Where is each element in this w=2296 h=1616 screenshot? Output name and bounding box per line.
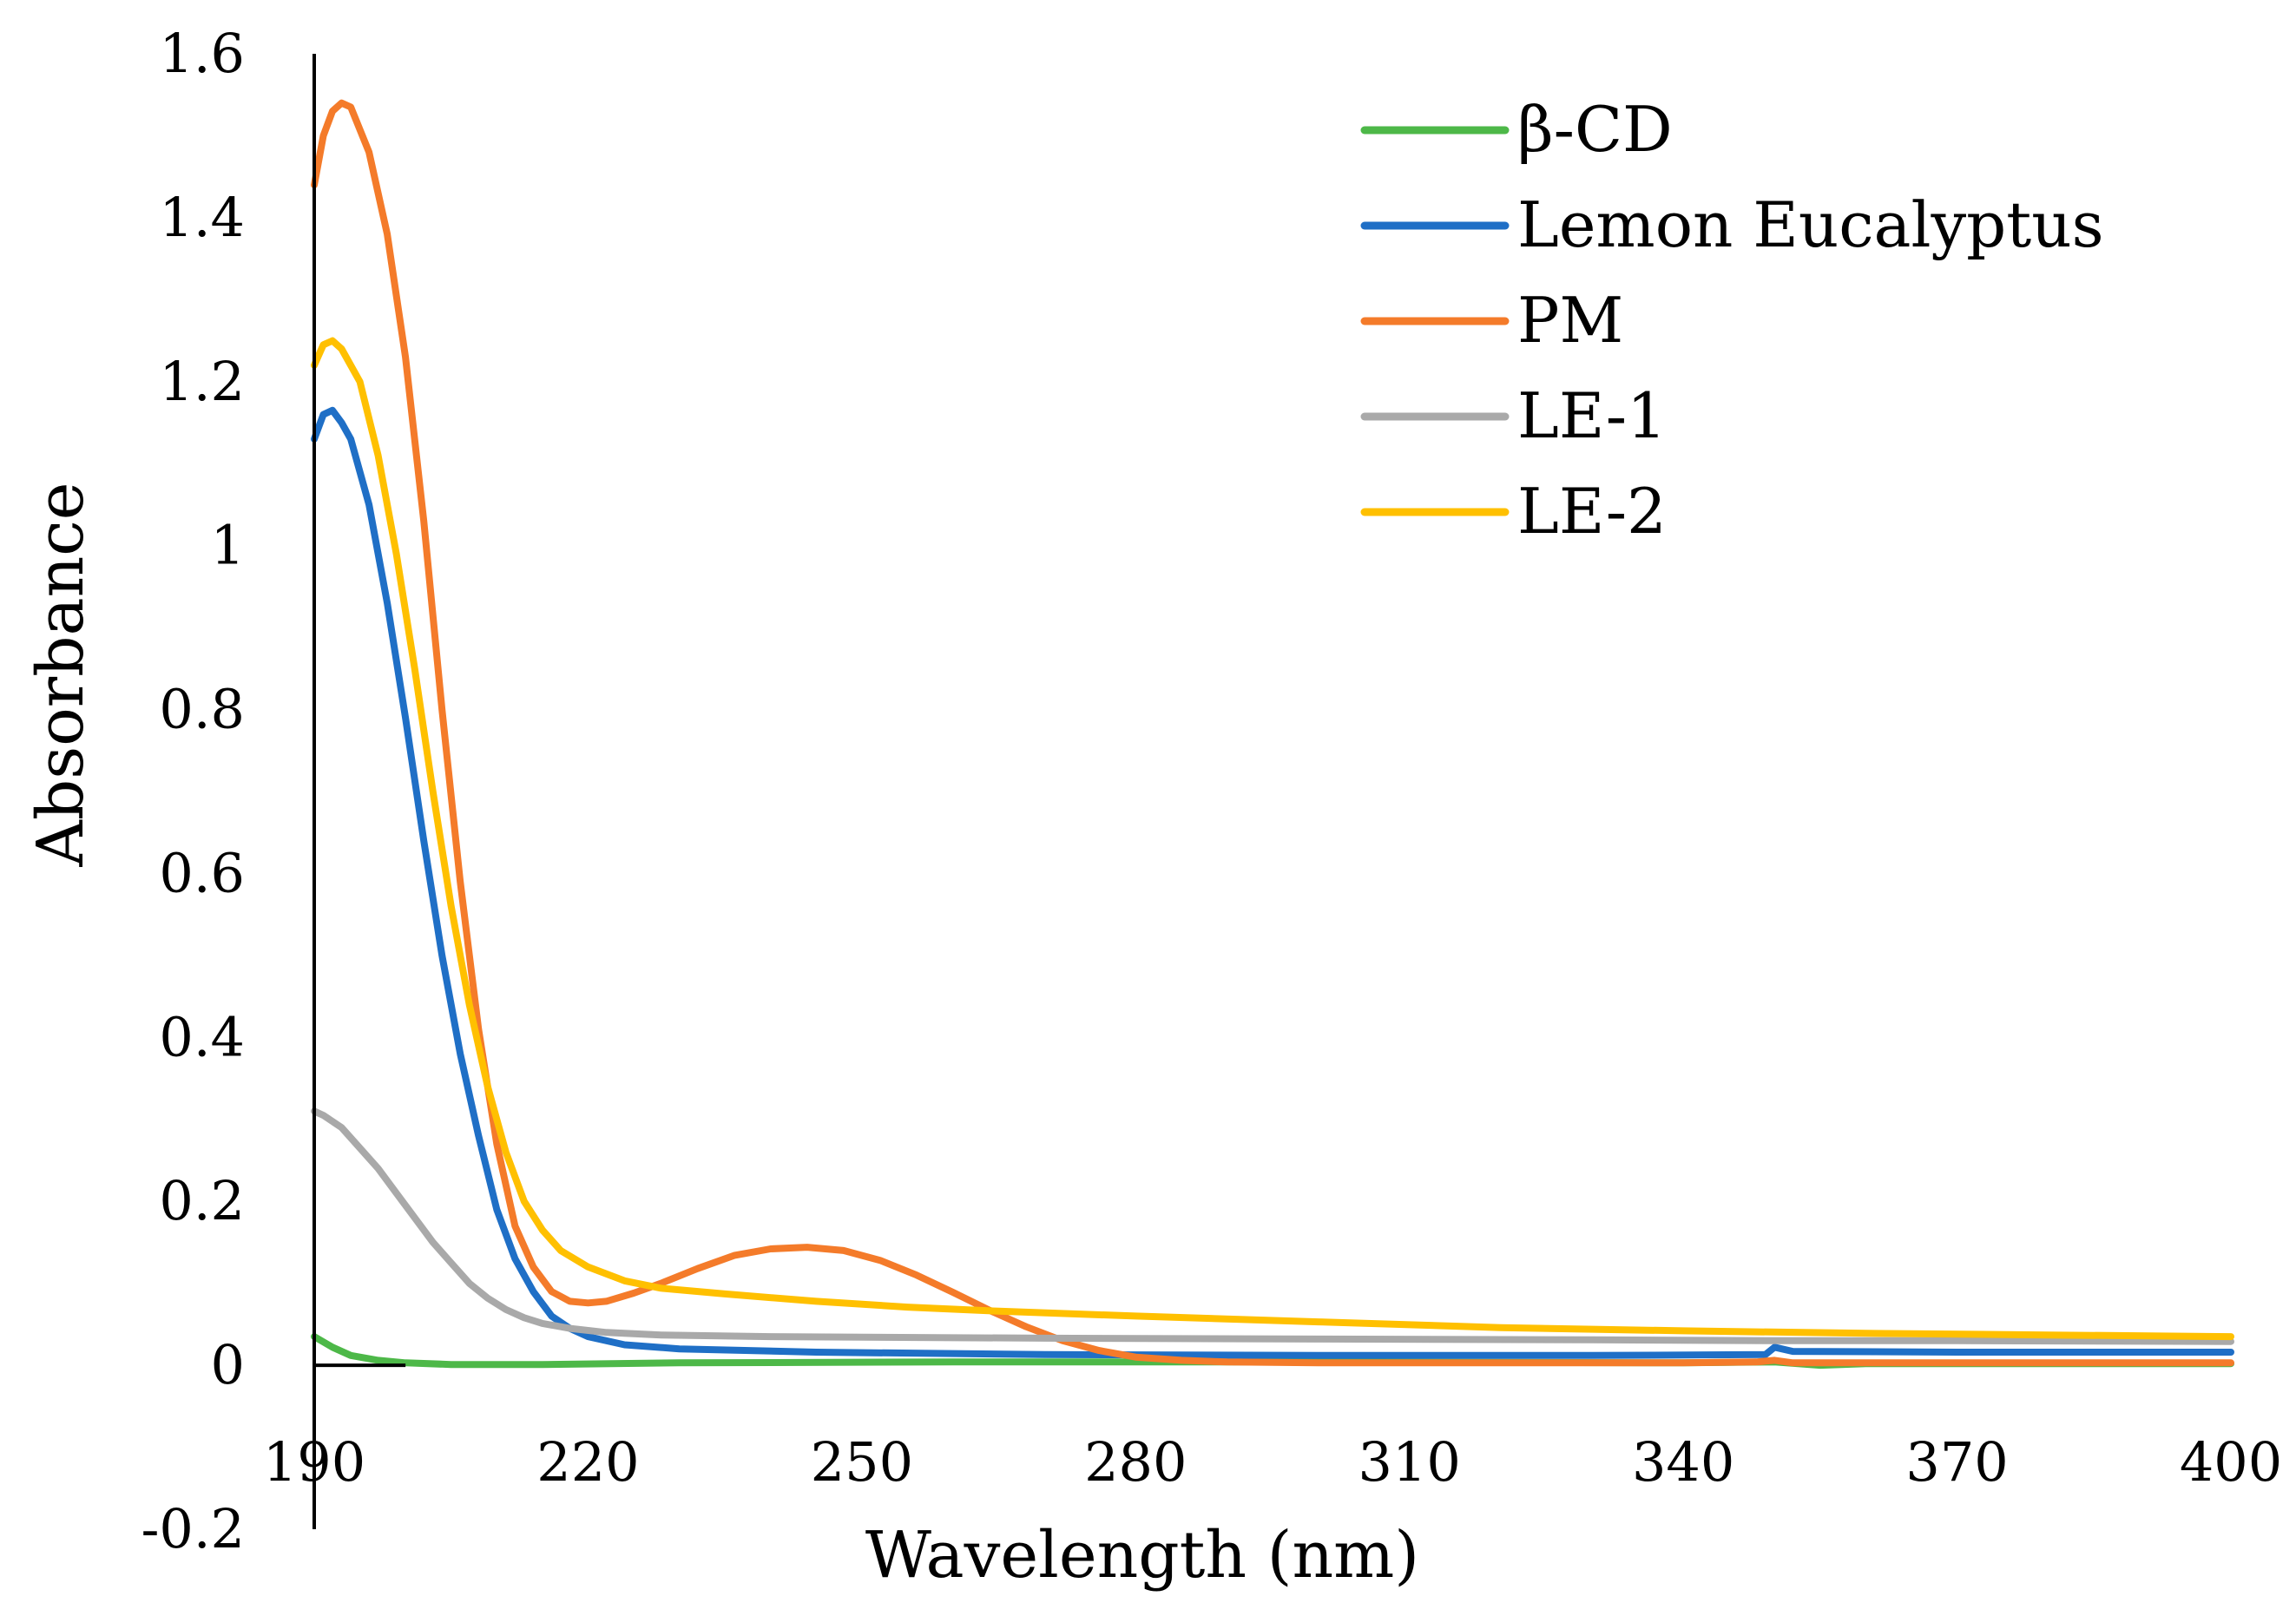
axes <box>312 54 406 1529</box>
x-tick-label: 400 <box>2180 1430 2282 1494</box>
legend-label: PM <box>1517 284 1623 357</box>
series-lines <box>311 99 2234 1370</box>
y-tick-label: 0 <box>211 1333 245 1396</box>
y-tick-label: 0.2 <box>159 1169 245 1232</box>
x-tick-label: 370 <box>1905 1430 2008 1494</box>
legend: β-CD Lemon Eucalyptus PM LE-1 LE-2 <box>1360 93 2104 548</box>
x-tick-label: 310 <box>1359 1430 1461 1494</box>
legend-label: β-CD <box>1517 93 1673 166</box>
y-tick-label: 1.4 <box>159 186 245 249</box>
legend-label: LE-1 <box>1517 379 1667 452</box>
y-tick-label: 0.4 <box>159 1005 245 1068</box>
x-tick-label: 280 <box>1084 1430 1187 1494</box>
y-tick-label: 1 <box>211 514 245 577</box>
y-tick-label: 1.6 <box>159 22 245 85</box>
legend-label: Lemon Eucalyptus <box>1517 188 2104 261</box>
x-tick-label: 340 <box>1632 1430 1734 1494</box>
legend-label: LE-2 <box>1517 475 1667 548</box>
y-tick-label: -0.2 <box>141 1497 245 1560</box>
y-tick-label: 0.8 <box>159 678 245 741</box>
series-line-3 <box>311 1107 2234 1345</box>
series-line-1 <box>311 406 2234 1359</box>
series-line-2 <box>311 99 2234 1367</box>
y-tick-label: 0.6 <box>159 841 245 904</box>
y-axis-title: Absorbance <box>23 482 98 867</box>
y-tick-labels: -0.2 0 0.2 0.4 0.6 0.8 1 1.2 1.4 1.6 <box>141 22 245 1560</box>
x-tick-labels: 190 220 250 280 310 340 370 400 <box>263 1430 2282 1494</box>
series-line-4 <box>311 337 2234 1341</box>
y-tick-label: 1.2 <box>159 350 245 413</box>
x-tick-label: 220 <box>536 1430 639 1494</box>
x-tick-label: 250 <box>811 1430 913 1494</box>
x-axis-title: Wavelength (nm) <box>865 1518 1419 1593</box>
